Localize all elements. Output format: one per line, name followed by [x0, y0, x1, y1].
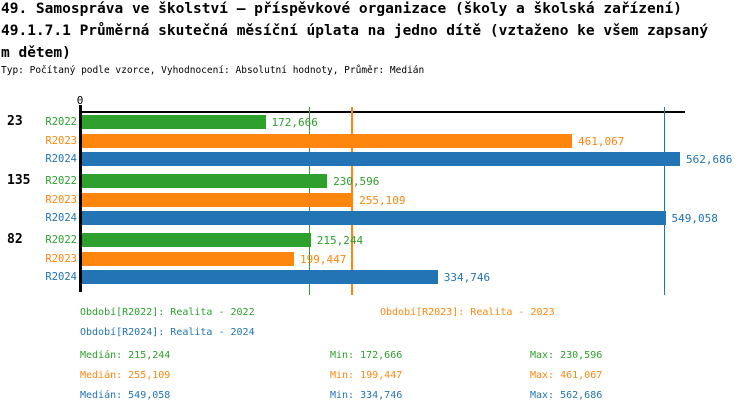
series-label: R2022 [45, 116, 77, 128]
value-label: 172,666 [271, 116, 318, 129]
value-label: 255,109 [359, 193, 406, 207]
group-label-23: 23 [7, 114, 23, 129]
bar-row-135-r2022: 135 R2022 230,596 [0, 174, 750, 188]
group-label-135: 135 [7, 173, 31, 188]
indicator-title-continuation: m dětem) [1, 45, 71, 61]
value-label: 215,244 [316, 234, 364, 247]
bar-23-r2023 [82, 133, 572, 148]
legend-item-r2022: Období[R2022]: Realita - 2022 [80, 307, 255, 318]
series-label: R2024 [45, 153, 77, 165]
bar-82-r2022 [82, 233, 311, 247]
bar-23-r2024 [82, 152, 680, 166]
series-label: R2024 [45, 212, 77, 224]
stat-max-r2023: Max: 461,067 [530, 370, 603, 381]
value-label: 461,067 [578, 134, 625, 148]
axis-zero-label: 0 [76, 94, 84, 107]
series-label: R2023 [45, 134, 77, 147]
legend-item-r2023: Období[R2023]: Realita - 2023 [380, 307, 555, 318]
bar-23-r2022 [82, 115, 266, 129]
value-label: 549,058 [671, 212, 718, 225]
stat-max-r2024: Max: 562,686 [530, 390, 603, 401]
bar-row-23-r2023: R2023 461,067 [0, 133, 750, 148]
value-label: 562,686 [686, 153, 733, 166]
bar-row-135-r2024: R2024 549,058 [0, 211, 750, 225]
bar-row-23-r2024: R2024 562,686 [0, 152, 750, 166]
stat-min-r2022: Min: 172,666 [330, 350, 403, 361]
stat-min-r2023: Min: 199,447 [330, 370, 403, 381]
bar-row-82-r2022: 82 R2022 215,244 [0, 233, 750, 247]
bar-row-82-r2023: R2023 199,447 [0, 251, 750, 266]
median-line-r2024 [663, 107, 666, 295]
stat-median-r2022: Medián: 215,244 [80, 350, 171, 361]
series-label: R2024 [45, 271, 77, 283]
bar-row-82-r2024: R2024 334,746 [0, 270, 750, 284]
x-axis-line [80, 111, 685, 113]
y-axis-line [79, 105, 82, 292]
value-label: 199,447 [299, 252, 347, 266]
bar-row-135-r2023: R2023 255,109 [0, 192, 750, 207]
chart-meta: Typ: Počítaný podle vzorce, Vyhodnocení:… [1, 65, 425, 76]
bar-82-r2024 [82, 270, 438, 284]
indicator-title: 49.1.7.1 Průměrná skutečná měsíční úplat… [1, 23, 709, 39]
bar-82-r2023 [82, 251, 294, 266]
bar-135-r2023 [82, 192, 354, 207]
series-label: R2023 [45, 252, 77, 265]
legend-item-r2024: Období[R2024]: Realita - 2024 [80, 327, 255, 338]
group-label-82: 82 [7, 232, 23, 247]
bar-row-23-r2022: 23 R2022 172,666 [0, 115, 750, 129]
stat-median-r2024: Medián: 549,058 [80, 390, 171, 401]
value-label: 334,746 [443, 271, 491, 284]
stat-min-r2024: Min: 334,746 [330, 390, 403, 401]
report-title: 49. Samospráva ve školství – příspěvkové… [1, 1, 682, 17]
series-label: R2022 [45, 175, 77, 187]
bar-135-r2024 [82, 211, 666, 225]
series-label: R2023 [45, 193, 77, 206]
stat-max-r2022: Max: 230,596 [530, 350, 603, 361]
series-label: R2022 [45, 234, 77, 246]
stat-median-r2023: Medián: 255,109 [80, 370, 171, 381]
bar-135-r2022 [82, 174, 328, 188]
value-label: 230,596 [333, 175, 380, 188]
